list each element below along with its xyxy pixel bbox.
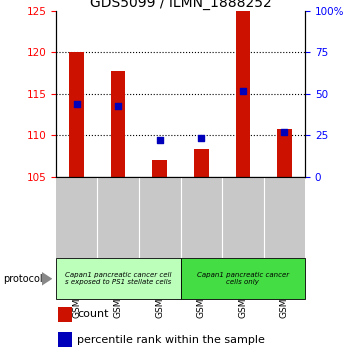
Bar	[235, 11, 250, 177]
Text: count: count	[77, 309, 109, 320]
Point	[282, 129, 287, 135]
Bar	[152, 160, 167, 177]
Bar	[194, 149, 209, 177]
Bar	[69, 52, 84, 177]
Text: Capan1 pancreatic cancer cell
s exposed to PS1 stellate cells: Capan1 pancreatic cancer cell s exposed …	[65, 272, 171, 285]
Bar	[56, 258, 180, 299]
Title: GDS5099 / ILMN_1888252: GDS5099 / ILMN_1888252	[90, 0, 271, 10]
Text: percentile rank within the sample: percentile rank within the sample	[77, 335, 265, 345]
Point	[199, 135, 204, 141]
Bar	[111, 70, 126, 177]
Text: Capan1 pancreatic cancer
cells only: Capan1 pancreatic cancer cells only	[197, 272, 289, 285]
Bar	[277, 129, 292, 177]
Bar	[58, 332, 72, 347]
Bar	[180, 258, 305, 299]
Point	[157, 138, 162, 143]
Bar	[58, 307, 72, 322]
Polygon shape	[42, 272, 52, 286]
Point	[74, 101, 80, 107]
Point	[240, 88, 245, 94]
Text: protocol: protocol	[4, 274, 43, 284]
Point	[116, 103, 121, 109]
